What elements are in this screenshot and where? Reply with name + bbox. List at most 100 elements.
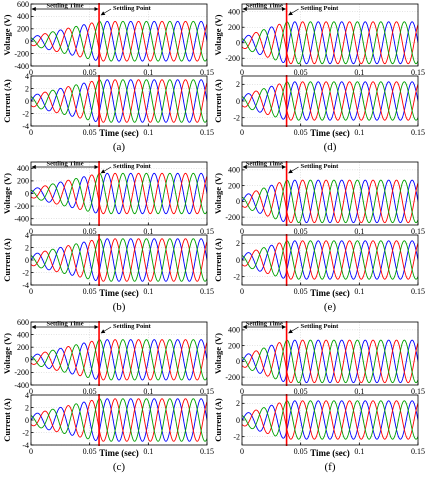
x-tick-label: 0 [29,68,33,77]
settling-point-arrow [100,8,112,16]
x-tick-label: 0 [240,387,244,396]
x-axis-label: Time (sec) [99,128,139,138]
x-tick-label: 0.15 [200,227,214,236]
x-tick-label: 0.05 [294,387,308,396]
current-axis-label: Current (A) [213,398,223,442]
voltage-axis-label: Voltage (V) [213,333,223,374]
x-tick-label: 0.15 [200,387,214,396]
y-tick-label: -2 [233,432,240,441]
current-phase-c-line [31,79,207,123]
x-tick-label: 0.05 [294,287,308,296]
voltage-phase-a-line [31,339,207,381]
y-tick-label: 4 [25,391,29,400]
x-tick-label: 0.1 [143,128,153,137]
x-tick-label: 0.1 [143,287,153,296]
settling-time-label: Settling Time [246,161,283,168]
y-tick-label: 4 [25,72,29,81]
y-tick-label: 0 [25,37,29,46]
y-tick-label: -200 [225,213,240,222]
y-tick-label: 0 [236,97,240,106]
panel-caption: (a) [113,141,126,153]
x-tick-label: 0 [240,227,244,236]
settling-point-label: Settling Point [301,163,340,170]
x-tick-label: 0.05 [83,68,97,77]
panel-a-voltage-plot: -400 -200 0 200 400 600 Voltage (V) 0 0.05 0.1 0.1… [2,0,214,77]
y-tick-label: 0 [25,416,29,425]
voltage-phase-c-line [242,179,418,224]
voltage-axis-label: Voltage (V) [2,333,12,374]
y-tick-label: -4 [22,441,29,450]
y-tick-label: 0 [25,189,29,198]
y-tick-label: 2 [25,84,29,93]
current-axis-label: Current (A) [2,398,12,442]
panel-caption: (e) [324,301,337,313]
plot-frame [241,161,419,226]
y-tick-label: -2 [22,428,29,437]
plot-frame [30,321,208,386]
x-tick-label: 0.15 [411,227,425,236]
current-phase-a-line [242,81,418,121]
voltage-axis-label: Voltage (V) [213,14,223,55]
x-tick-label: 0 [29,287,33,296]
current-axis-label: Current (A) [213,79,223,123]
y-tick-label: -200 [225,373,240,382]
panel-caption: (b) [113,301,126,313]
voltage-phase-a-line [31,20,207,62]
y-tick-label: 400 [228,8,240,17]
current-axis-label: Current (A) [213,238,223,282]
x-tick-label: 0 [29,387,33,396]
y-tick-label: -400 [14,381,29,390]
x-tick-label: 0.1 [354,128,364,137]
x-tick-label: 0.15 [200,447,214,456]
panel-caption: (f) [325,461,336,473]
settling-point-arrow [100,166,112,174]
y-tick-label: 200 [17,177,29,186]
settling-time-label: Settling Time [246,321,283,328]
voltage-phase-a-line [242,21,418,65]
current-phase-c-line [31,238,207,282]
settling-point-label: Settling Point [301,5,340,12]
x-tick-label: 0.05 [294,447,308,456]
current-phase-c-line [31,398,207,442]
current-axis-label: Current (A) [2,238,12,282]
x-tick-label: 0.15 [411,387,425,396]
y-tick-label: -2 [233,113,240,122]
y-tick-label: -200 [14,202,29,211]
voltage-phase-a-line [31,172,207,215]
x-tick-label: 0.05 [83,447,97,456]
x-tick-label: 0 [240,287,244,296]
x-tick-label: 0.1 [143,447,153,456]
y-tick-label: 2 [236,239,240,248]
y-tick-label: 400 [17,330,29,339]
x-tick-label: 0 [29,447,33,456]
y-tick-label: 200 [228,341,240,350]
y-tick-label: 0 [236,197,240,206]
y-tick-label: -200 [14,49,29,58]
x-tick-label: 0.1 [354,227,364,236]
y-tick-label: -400 [14,62,29,71]
voltage-phase-a-line [242,179,418,224]
y-tick-label: -4 [22,281,29,290]
y-tick-label: 400 [228,166,240,175]
x-tick-label: 0.15 [200,128,214,137]
current-phase-a-line [242,400,418,440]
current-phase-c-line [242,400,418,440]
voltage-axis-label: Voltage (V) [2,173,12,214]
y-tick-label: 400 [17,12,29,21]
panel-a-current-plot: -4 -2 0 2 4 Current (A) 0 0.05 0.1 0.15 [2,72,214,137]
x-tick-label: 0 [29,128,33,137]
x-tick-label: 0 [29,227,33,236]
y-tick-label: 2 [25,403,29,412]
x-tick-label: 0.05 [294,227,308,236]
settling-point-label: Settling Point [113,163,152,170]
y-tick-label: 2 [236,80,240,89]
y-tick-label: 200 [228,23,240,32]
x-tick-label: 0.1 [354,68,364,77]
plot-frame [241,321,419,386]
y-tick-label: -2 [22,268,29,277]
